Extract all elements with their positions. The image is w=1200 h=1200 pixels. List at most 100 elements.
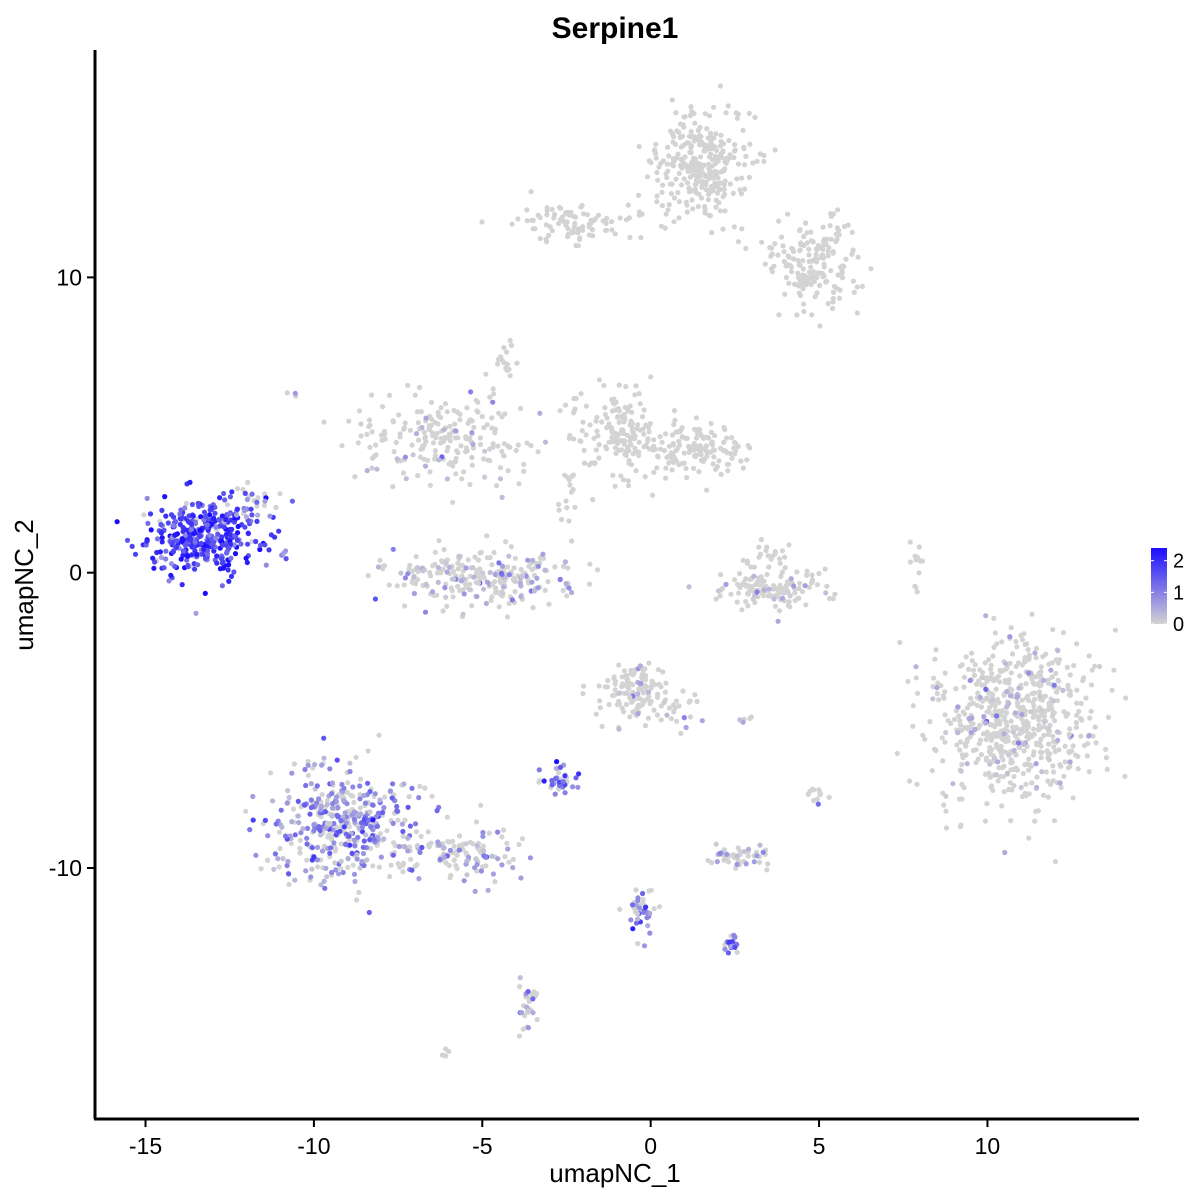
cell-point bbox=[596, 455, 601, 460]
cell-point bbox=[809, 238, 814, 243]
cell-point bbox=[831, 596, 836, 601]
cell-point bbox=[1042, 714, 1047, 719]
cell-point bbox=[1021, 742, 1026, 747]
cell-point bbox=[296, 799, 301, 804]
cell-point bbox=[468, 389, 473, 394]
cell-point bbox=[1053, 859, 1058, 864]
cell-point bbox=[636, 450, 641, 455]
cell-point bbox=[344, 801, 349, 806]
cell-point bbox=[187, 480, 192, 485]
cell-point bbox=[940, 758, 945, 763]
cell-point bbox=[716, 588, 721, 593]
cell-point bbox=[1002, 727, 1007, 732]
cell-point bbox=[812, 257, 817, 262]
cell-point bbox=[518, 594, 523, 599]
cell-point bbox=[543, 588, 548, 593]
cell-point bbox=[245, 497, 250, 502]
cell-point bbox=[413, 864, 418, 869]
cell-point bbox=[408, 428, 413, 433]
cell-point bbox=[325, 821, 330, 826]
cell-point bbox=[369, 466, 374, 471]
cell-point bbox=[362, 838, 367, 843]
cell-point bbox=[797, 248, 802, 253]
cell-point bbox=[713, 181, 718, 186]
cell-point bbox=[329, 791, 334, 796]
cell-point bbox=[814, 290, 819, 295]
cell-point bbox=[550, 207, 555, 212]
cell-point bbox=[359, 859, 364, 864]
cell-point bbox=[373, 596, 378, 601]
cell-point bbox=[358, 777, 363, 782]
cell-point bbox=[666, 153, 671, 158]
cell-point bbox=[196, 501, 201, 506]
cell-point bbox=[669, 450, 674, 455]
cell-point bbox=[692, 441, 697, 446]
cell-point bbox=[678, 428, 683, 433]
cell-point bbox=[990, 788, 995, 793]
cell-point bbox=[416, 420, 421, 425]
cell-point bbox=[473, 857, 478, 862]
cell-point bbox=[303, 868, 308, 873]
cell-point bbox=[461, 469, 466, 474]
cell-point bbox=[643, 905, 648, 910]
cell-point bbox=[262, 499, 267, 504]
cell-point bbox=[243, 809, 248, 814]
cell-point bbox=[828, 223, 833, 228]
cell-point bbox=[486, 458, 491, 463]
cell-point bbox=[504, 368, 509, 373]
cell-point bbox=[501, 827, 506, 832]
cell-point bbox=[676, 215, 681, 220]
cell-point bbox=[365, 468, 370, 473]
cell-point bbox=[496, 411, 501, 416]
cell-point bbox=[485, 422, 490, 427]
cell-point bbox=[640, 212, 645, 217]
cell-point bbox=[445, 570, 450, 575]
cell-point bbox=[989, 783, 994, 788]
cell-point bbox=[379, 855, 384, 860]
cell-point bbox=[274, 821, 279, 826]
cell-point bbox=[1016, 740, 1021, 745]
cell-point bbox=[999, 803, 1004, 808]
cell-point bbox=[706, 135, 711, 140]
cell-point bbox=[751, 574, 756, 579]
cell-point bbox=[505, 614, 510, 619]
cell-point bbox=[234, 512, 239, 517]
cell-point bbox=[989, 697, 994, 702]
cell-point bbox=[666, 207, 671, 212]
cell-point bbox=[531, 218, 536, 223]
cell-point bbox=[959, 782, 964, 787]
cell-point bbox=[502, 453, 507, 458]
cell-point bbox=[597, 377, 602, 382]
cell-point bbox=[350, 851, 355, 856]
cell-point bbox=[1027, 731, 1032, 736]
cell-point bbox=[809, 580, 814, 585]
cell-point bbox=[621, 419, 626, 424]
cell-point bbox=[453, 863, 458, 868]
cell-point bbox=[756, 578, 761, 583]
cell-point bbox=[226, 579, 231, 584]
cell-point bbox=[1008, 818, 1013, 823]
cell-point bbox=[159, 508, 164, 513]
cell-point bbox=[703, 207, 708, 212]
cell-point bbox=[509, 343, 514, 348]
cell-point bbox=[528, 855, 533, 860]
cell-point bbox=[806, 252, 811, 257]
cell-point bbox=[352, 809, 357, 814]
cell-point bbox=[561, 588, 566, 593]
cell-point bbox=[470, 442, 475, 447]
cell-point bbox=[1055, 729, 1060, 734]
cell-point bbox=[480, 414, 485, 419]
cell-point bbox=[553, 792, 558, 797]
cell-point bbox=[489, 854, 494, 859]
cell-point bbox=[273, 851, 278, 856]
colorbar-tick-label: 1 bbox=[1173, 582, 1184, 604]
cell-point bbox=[180, 582, 185, 587]
cell-point bbox=[1025, 694, 1030, 699]
colorbar-tick-label: 2 bbox=[1173, 551, 1184, 573]
cell-point bbox=[331, 840, 336, 845]
cell-point bbox=[264, 563, 269, 568]
cell-point bbox=[987, 691, 992, 696]
cell-point bbox=[641, 690, 646, 695]
cell-point bbox=[635, 941, 640, 946]
cell-point bbox=[617, 907, 622, 912]
